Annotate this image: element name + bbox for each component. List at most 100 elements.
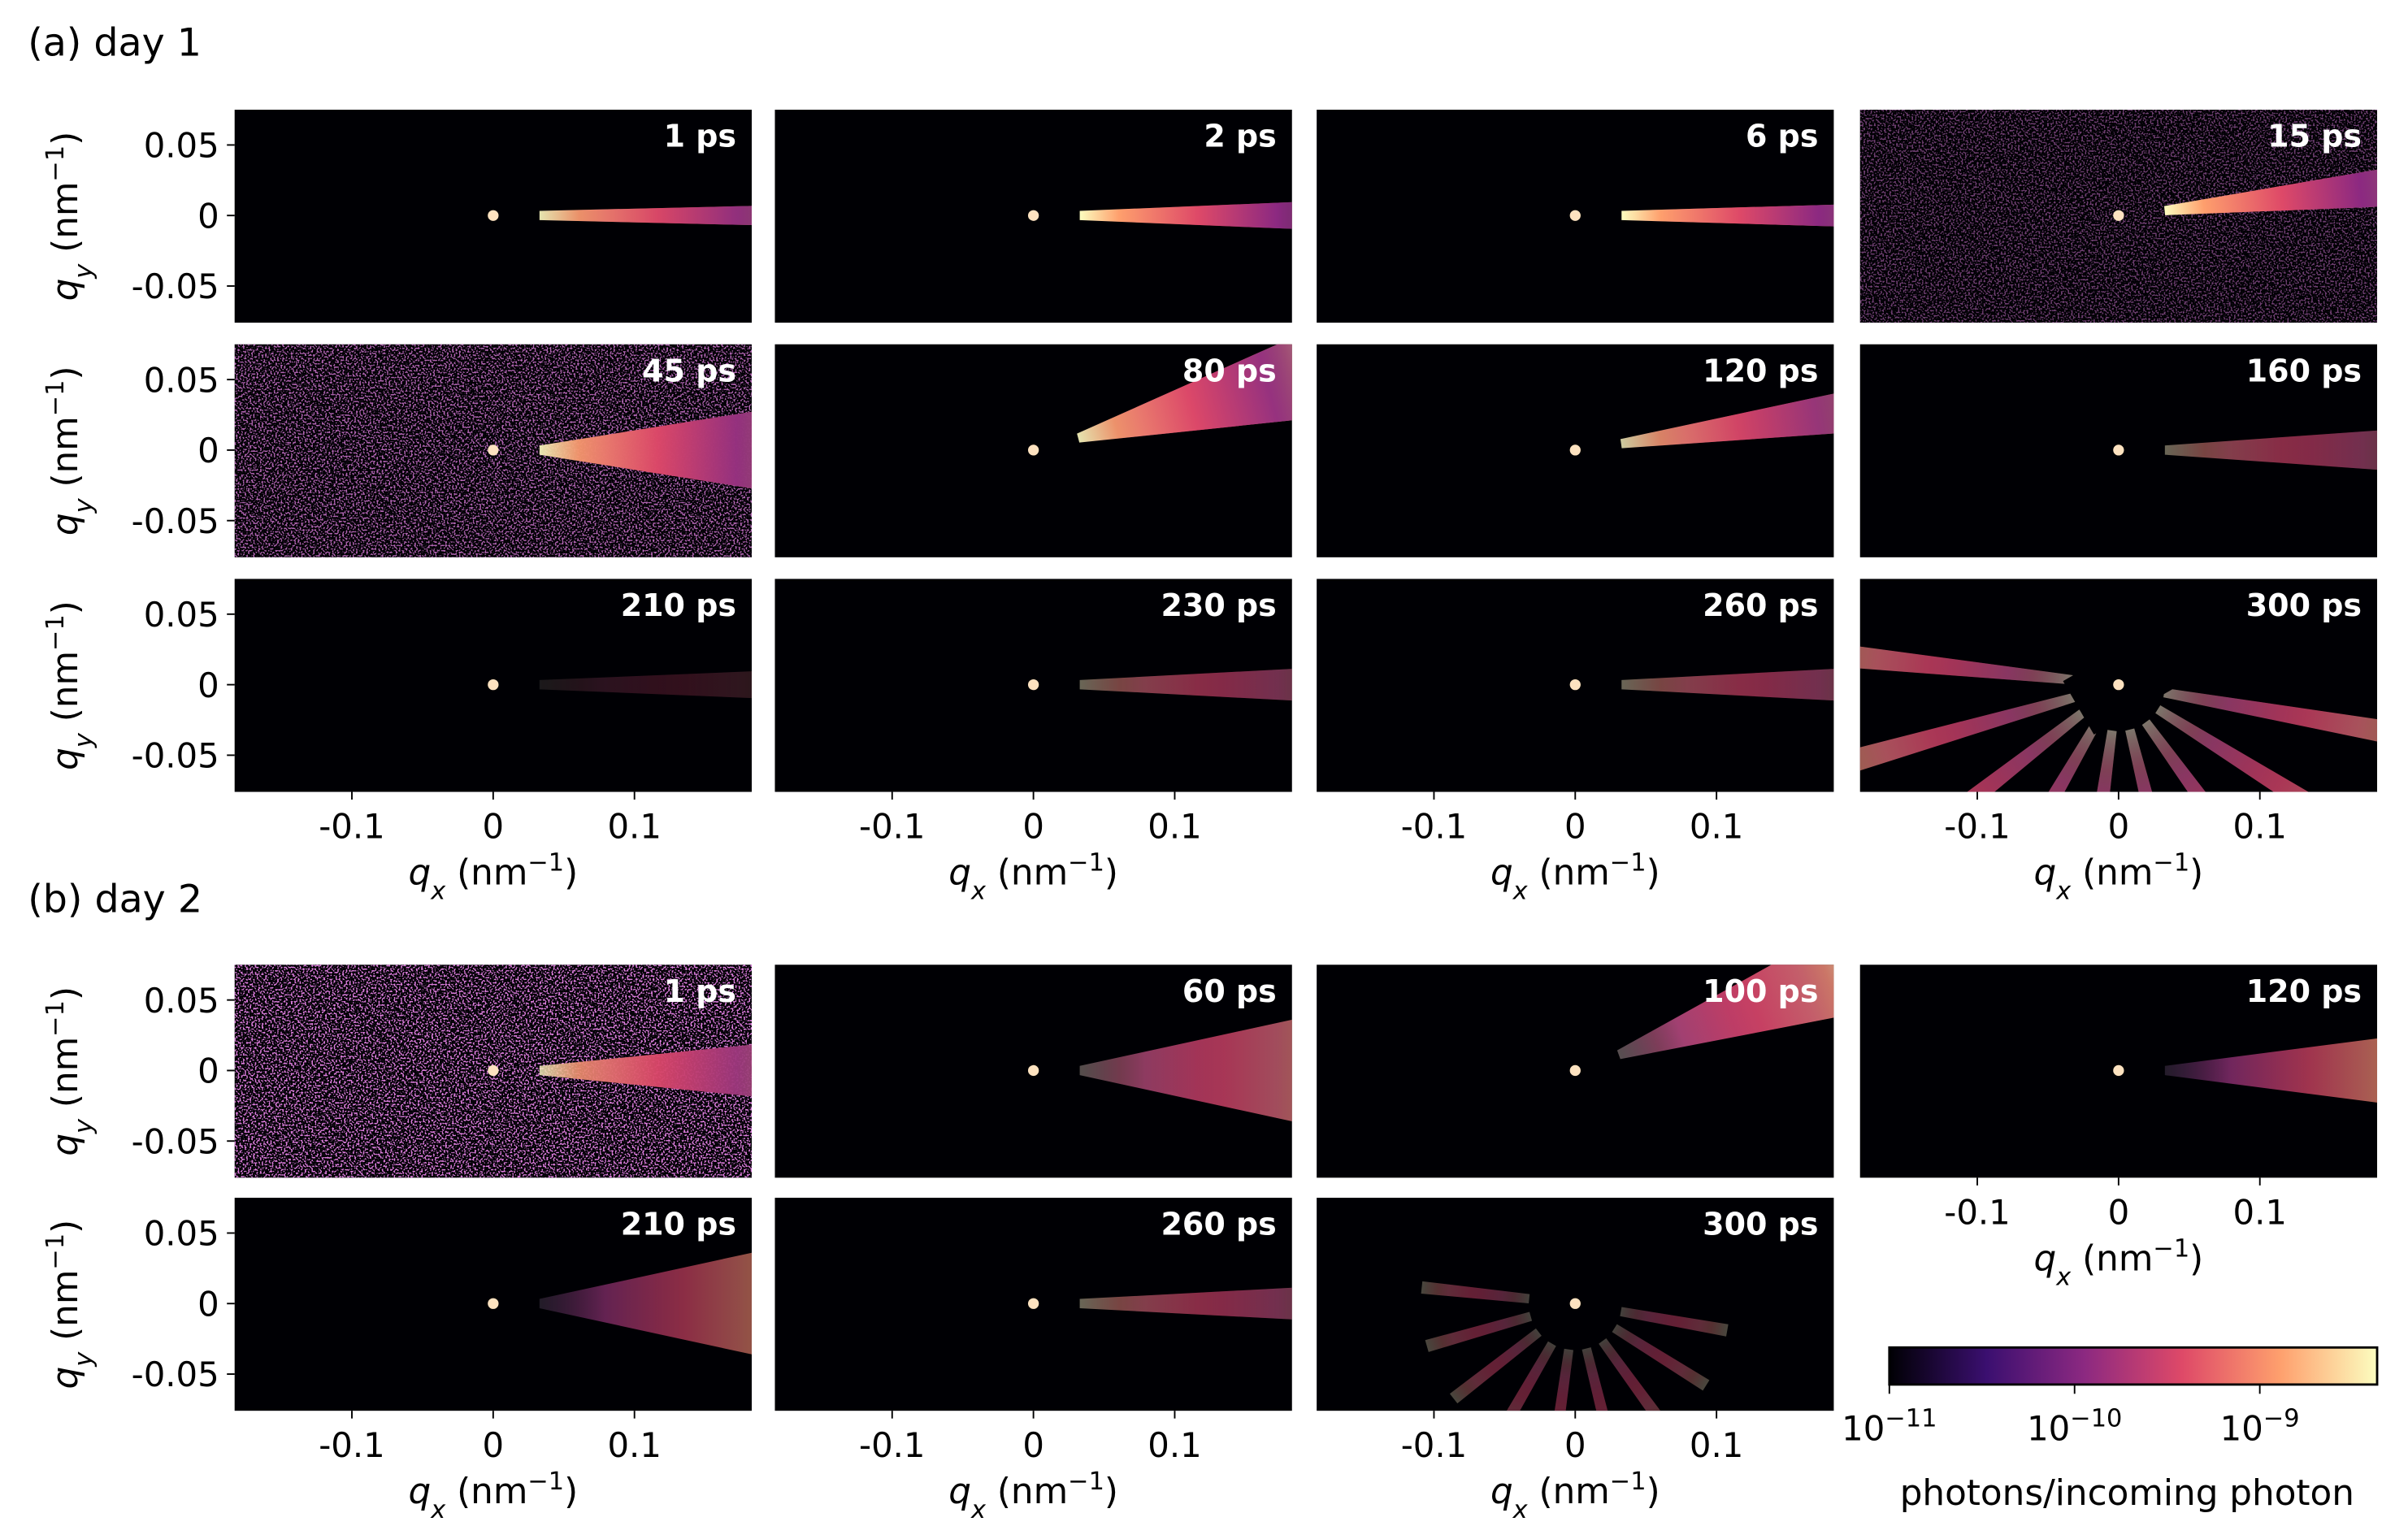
streak-shape — [1077, 344, 1292, 443]
axis-label-part: q — [45, 513, 86, 535]
x-axis-label: qx (nm−1) — [2034, 848, 2204, 905]
axis-label-part: −1 — [2153, 848, 2189, 877]
axis-label-part: x — [430, 1496, 446, 1524]
delay-label: 300 ps — [1703, 1207, 1818, 1242]
streak-shape — [2155, 704, 2378, 792]
axis-label-part: y — [69, 1118, 98, 1134]
axis-label-part: ) — [1647, 852, 1660, 894]
streak-shape — [1859, 692, 2076, 782]
streak — [1421, 1281, 1530, 1303]
axis-label-part: y — [69, 732, 98, 748]
streak — [539, 206, 752, 226]
x-tick-label: -0.1 — [859, 807, 926, 847]
direct-beam — [1027, 678, 1039, 691]
tick-base: 10 — [2220, 1408, 2263, 1448]
y-axis-label: qy (nm−1) — [41, 1220, 98, 1389]
y-tick-label: -0.05 — [132, 1355, 219, 1394]
y-tick-label: -0.05 — [132, 1121, 219, 1161]
x-axis-label: qx (nm−1) — [948, 848, 1118, 905]
streak — [1953, 722, 2100, 792]
streak — [1620, 384, 1834, 449]
axis-label-part: (nm — [1528, 1471, 1610, 1512]
direct-beam — [488, 210, 499, 221]
streak — [1612, 1324, 1710, 1391]
streak — [1547, 1348, 1574, 1411]
direct-beam — [1027, 444, 1039, 456]
y-tick-label: 0.05 — [144, 1214, 219, 1254]
x-axis-label: qx (nm−1) — [409, 848, 579, 905]
y-tick-label: 0.05 — [144, 595, 219, 635]
delay-label: 120 ps — [1703, 353, 1818, 388]
pattern — [2113, 1038, 2378, 1103]
axis-label-part: −1 — [2153, 1234, 2189, 1263]
x-tick-label: -0.1 — [319, 1425, 384, 1465]
delay-label: 6 ps — [1746, 119, 1818, 154]
direct-beam — [1027, 1064, 1039, 1077]
x-tick-label: 0.1 — [607, 1425, 661, 1465]
axis-label-part: (nm — [1528, 852, 1610, 894]
streak — [1079, 1019, 1292, 1121]
panel: 80 ps — [774, 344, 1292, 557]
panel: 45 ps — [234, 344, 752, 557]
axis-label-part: −1 — [41, 379, 69, 416]
x-tick-label: 0 — [483, 1425, 505, 1465]
streak-shape — [1953, 722, 2100, 792]
x-axis-label: qx (nm−1) — [1490, 1467, 1660, 1524]
pattern — [1859, 110, 2378, 323]
panel: 2 ps — [774, 110, 1292, 323]
x-tick-label: 0 — [1022, 807, 1044, 847]
direct-beam — [1027, 1298, 1039, 1309]
pattern — [1569, 204, 1834, 227]
streak-shape — [1859, 639, 2073, 685]
axis-label-part: −1 — [1610, 848, 1647, 877]
delay-label: 160 ps — [2246, 353, 2362, 388]
streak — [539, 1252, 752, 1355]
y-tick-label: 0.05 — [144, 981, 219, 1021]
axis-label-part: −1 — [41, 614, 69, 651]
panel: 6 ps — [1317, 110, 1834, 323]
panel: 60 ps — [774, 965, 1292, 1178]
streak-shape — [1612, 1324, 1710, 1391]
axis-label-part: −1 — [527, 848, 564, 877]
delay-label: 1 ps — [664, 119, 736, 154]
y-tick-label: -0.05 — [132, 736, 219, 776]
panel: 230 ps — [774, 579, 1292, 792]
panel: 260 ps — [1317, 579, 1834, 792]
streak-shape — [1547, 1348, 1574, 1411]
streak-shape — [1425, 1311, 1533, 1352]
x-tick-label: 0.1 — [607, 807, 661, 847]
direct-beam — [488, 1298, 499, 1309]
pattern — [234, 344, 752, 557]
panel: 160 ps — [1859, 344, 2378, 557]
axis-label-part: (nm — [986, 1471, 1068, 1512]
x-tick-label: 0 — [2108, 807, 2130, 847]
streak-shape — [1492, 1341, 1556, 1411]
pattern — [488, 1252, 752, 1355]
streak — [1077, 344, 1292, 443]
delay-label: 100 ps — [1703, 973, 1818, 1009]
streak — [1621, 669, 1834, 701]
section-label: (b) day 2 — [28, 878, 202, 922]
axis-label-part: x — [970, 1496, 987, 1524]
delay-label: 210 ps — [621, 587, 736, 623]
axis-label-part: q — [1490, 1471, 1513, 1512]
x-tick-label: -0.1 — [1401, 807, 1468, 847]
axis-label-part: y — [69, 497, 98, 514]
delay-label: 80 ps — [1182, 353, 1277, 388]
axis-label-part: ) — [1104, 852, 1118, 894]
axis-label-part: (nm — [445, 852, 527, 894]
axis-label-part: x — [430, 877, 446, 905]
streak — [539, 671, 752, 699]
axis-label-part: ) — [564, 1471, 578, 1512]
streak-shape — [2163, 162, 2378, 215]
y-tick-label: 0 — [197, 1284, 219, 1324]
colorbar-tick-label: 10−11 — [1842, 1404, 1937, 1449]
tick-exponent: −10 — [2070, 1404, 2122, 1433]
streak — [1621, 204, 1834, 227]
x-tick-label: 0.1 — [1148, 1425, 1201, 1465]
panel: 300 ps — [1317, 1198, 1834, 1411]
streak-shape — [1581, 1347, 1619, 1411]
streak — [2164, 430, 2378, 470]
x-tick-label: 0.1 — [2233, 1192, 2287, 1232]
